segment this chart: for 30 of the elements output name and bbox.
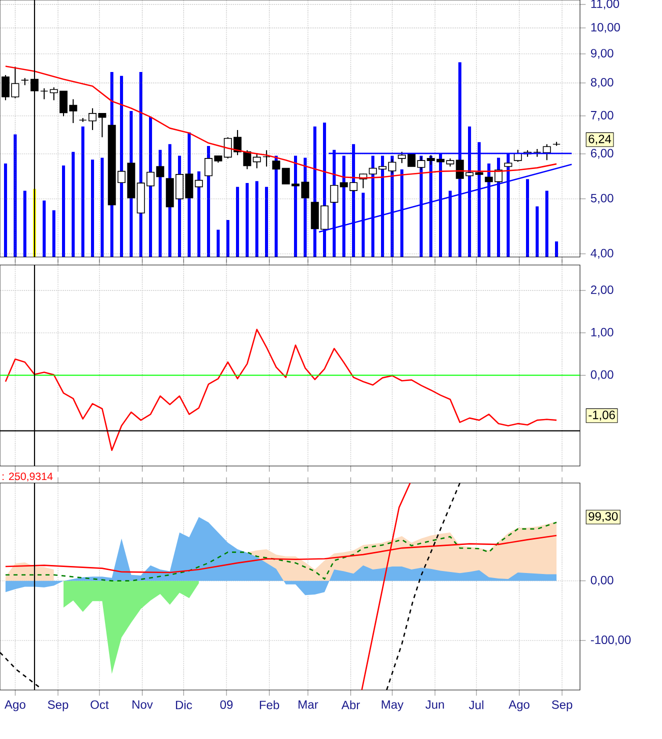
x-tick-label: Ago — [508, 700, 530, 712]
x-tick-label: Jul — [468, 700, 484, 710]
y-tick-label: 8,00 — [590, 78, 614, 88]
x-tick-label: Feb — [260, 700, 280, 710]
x-tick-label: Mar — [298, 700, 318, 709]
text: : 250,9314 — [2, 472, 53, 482]
y-tick-label: 5,00 — [590, 194, 614, 204]
annotation: 6,24 — [588, 134, 612, 145]
x-tick-label: Sep — [48, 700, 68, 712]
y-tick-label: 9,00 — [590, 48, 614, 59]
x-tick-label: Ago — [4, 700, 26, 712]
y-tick-label: 6,00 — [591, 148, 614, 159]
y-tick-label: 1,00 — [591, 328, 614, 338]
y-tick-label: 4,00 — [590, 248, 614, 259]
x-tick-label: Dic — [176, 700, 192, 710]
y-tick-label: 7,00 — [591, 110, 614, 121]
annotation: -1,06 — [588, 410, 615, 421]
x-tick-label: May — [382, 700, 404, 712]
y-tick-label: 2,00 — [591, 285, 614, 296]
x-tick-label: 09 — [220, 700, 233, 709]
x-tick-label: Sep — [552, 700, 572, 712]
x-tick-label: Abr — [341, 700, 360, 710]
y-tick-label: -100,00 — [590, 636, 631, 646]
x-tick-label: Nov — [132, 700, 153, 709]
y-tick-label: 0,00 — [590, 576, 614, 586]
x-tick-label: Jun — [426, 700, 444, 709]
annotation: 99,30 — [588, 512, 618, 522]
y-tick-label: 10,00 — [591, 22, 620, 33]
x-tick-label: Oct — [90, 700, 109, 709]
y-tick-label: 0,00 — [590, 370, 614, 380]
